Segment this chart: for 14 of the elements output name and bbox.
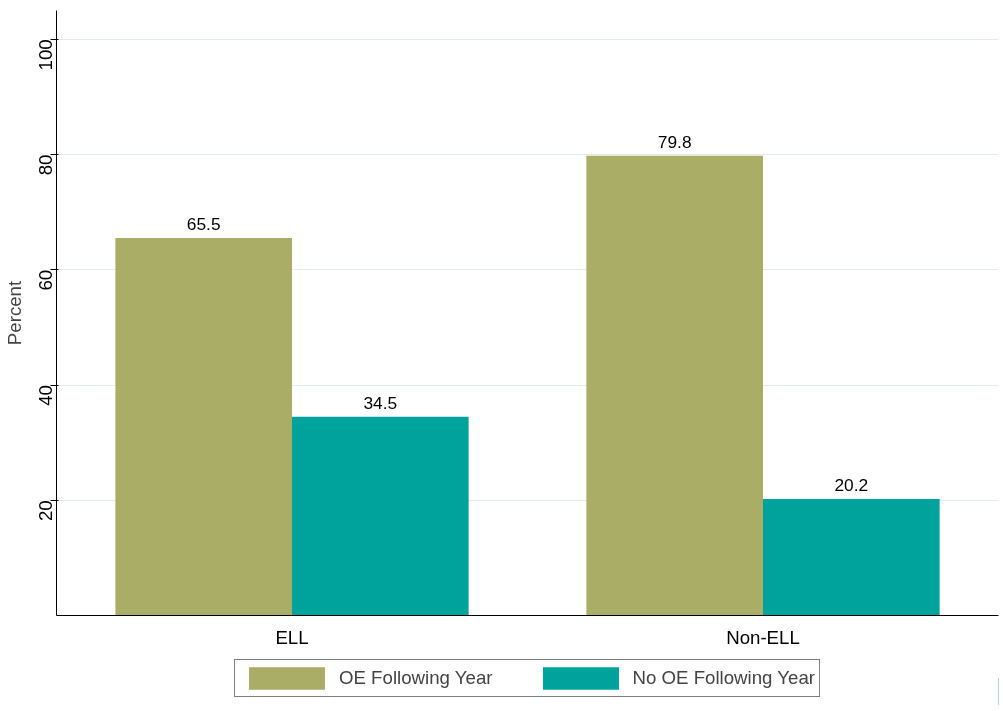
data-label: 65.5 [186,214,221,235]
legend-label: No OE Following Year [632,666,816,689]
y-tick-label: 80 [35,154,56,176]
y-tick-label: 60 [35,269,56,291]
x-tick-label: Non-ELL [726,626,800,648]
legend-label: OE Following Year [338,666,493,689]
y-tick-label: 40 [35,385,56,406]
data-label: 20.2 [834,475,869,496]
data-label: 34.5 [363,392,398,413]
y-tick-label: 100 [35,39,56,71]
y-axis-title: Percent [3,280,25,346]
data-label: 79.8 [657,131,692,152]
x-tick-label: ELL [275,626,309,648]
y-tick-label: 20 [35,500,56,522]
